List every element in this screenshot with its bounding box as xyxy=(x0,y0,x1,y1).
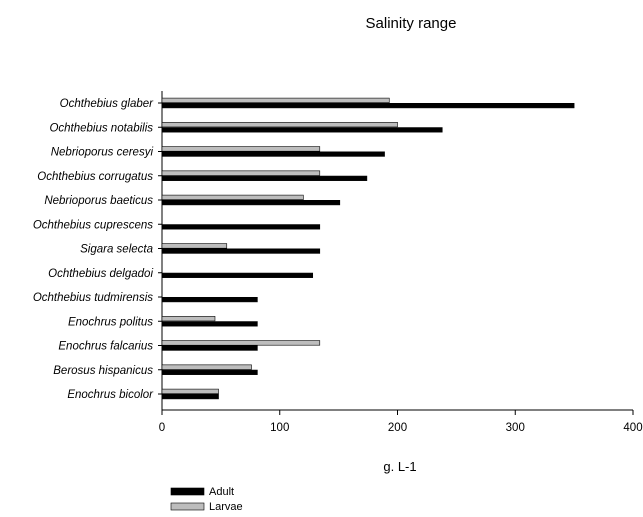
category-label: Ochthebius corrugatus xyxy=(37,171,153,183)
category-label: Sigara selecta xyxy=(80,244,153,256)
bar-larvae xyxy=(161,170,321,176)
category-label: Ochthebius glaber xyxy=(60,98,155,110)
x-tick-label: 100 xyxy=(270,422,289,434)
bar-adult xyxy=(161,345,258,351)
bar-adult xyxy=(161,175,368,181)
legend-swatch-larvae xyxy=(170,502,205,511)
bar-adult xyxy=(161,127,443,133)
bar-adult xyxy=(161,296,258,303)
x-tick-label: 0 xyxy=(159,422,165,434)
bar-adult xyxy=(161,393,219,400)
category-label: Berosus hispanicus xyxy=(53,365,153,377)
bar-adult xyxy=(161,103,575,109)
bar-larvae xyxy=(161,364,252,370)
bar-larvae xyxy=(161,243,228,249)
bar-larvae xyxy=(161,388,219,395)
chart-title: Salinity range xyxy=(366,15,457,32)
bar-adult xyxy=(161,200,341,206)
bar-larvae xyxy=(161,340,321,346)
bar-adult xyxy=(161,321,258,327)
legend: Adult Larvae xyxy=(170,486,243,513)
legend-label-adult: Adult xyxy=(209,486,234,498)
legend-swatch-adult xyxy=(170,487,205,496)
bar-larvae xyxy=(161,194,304,201)
category-label: Ochthebius delgadoi xyxy=(48,268,153,280)
bar-adult xyxy=(161,369,258,375)
bar-adult xyxy=(161,151,385,157)
bar-adult xyxy=(161,272,314,278)
bar-larvae xyxy=(161,97,390,103)
category-label: Ochthebius cuprescens xyxy=(33,219,153,231)
x-tick-label: 200 xyxy=(388,422,407,434)
legend-label-larvae: Larvae xyxy=(209,501,243,513)
bar-adult xyxy=(161,224,321,230)
plot-area: 0 100 200 300 400 Ochthebius glaber Ochthebius… xyxy=(33,91,643,434)
x-axis-label: g. L-1 xyxy=(383,459,416,474)
x-tick-label: 400 xyxy=(623,422,642,434)
category-label: Enochrus bicolor xyxy=(67,389,154,401)
x-tick-label: 300 xyxy=(506,422,525,434)
category-label: Nebrioporus baeticus xyxy=(44,195,153,207)
category-label: Ochthebius tudmirensis xyxy=(33,292,153,304)
bar-larvae xyxy=(161,146,321,152)
bar-larvae xyxy=(161,122,398,128)
category-label: Ochthebius notabilis xyxy=(49,122,153,134)
category-label: Enochrus politus xyxy=(68,316,153,328)
bar-adult xyxy=(161,248,321,254)
category-label: Enochrus falcarius xyxy=(58,341,153,353)
bar-larvae xyxy=(161,316,216,322)
category-label: Nebrioporus ceresyi xyxy=(51,147,154,159)
